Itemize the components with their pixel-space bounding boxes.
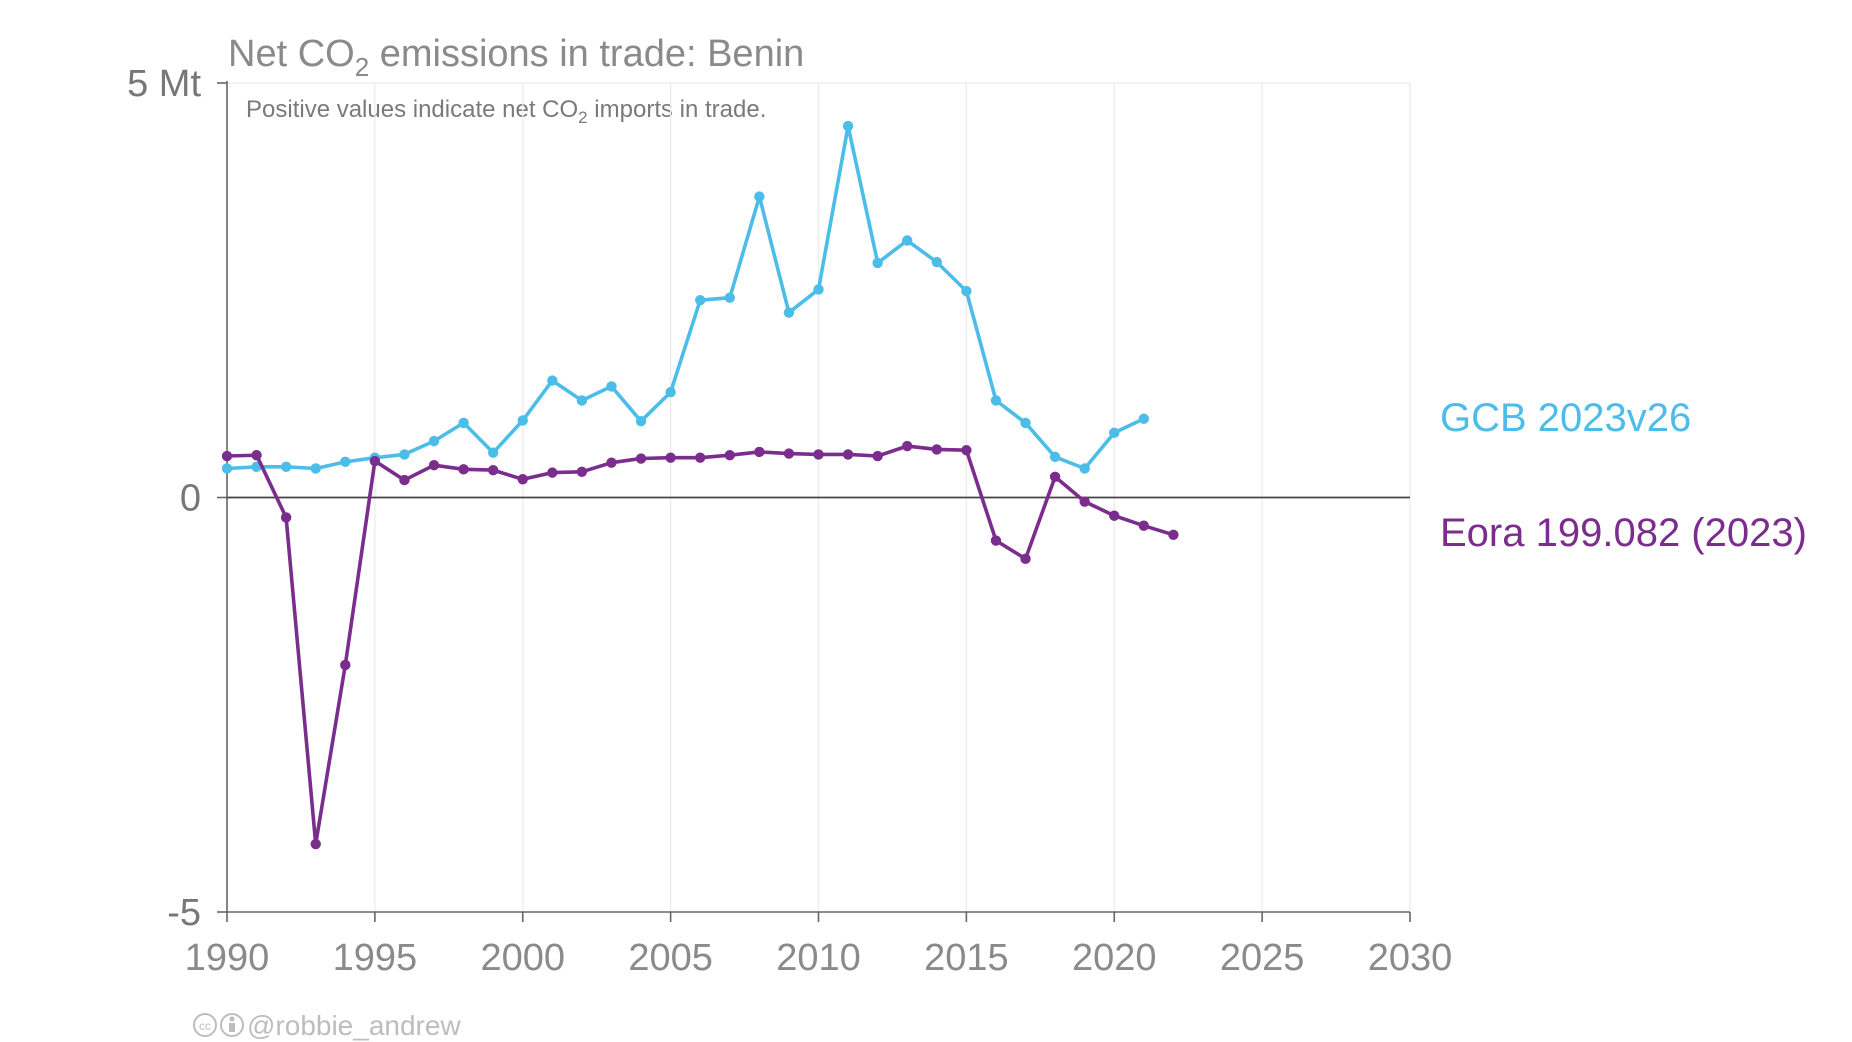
point-1-2004 (635, 453, 647, 464)
point-1-2006 (695, 452, 706, 463)
point-0-1994 (340, 456, 351, 468)
point-0-2012 (872, 257, 883, 269)
point-0-1998 (458, 417, 469, 429)
point-1-2002 (576, 466, 588, 478)
point-1-2008 (754, 446, 765, 458)
point-0-2000 (517, 415, 528, 426)
cc-icon: cc (193, 1013, 217, 1037)
point-1-2012 (872, 450, 883, 462)
x-tick-label-2020: 2020 (1072, 937, 1157, 979)
chart-title-main: Net CO (228, 33, 355, 75)
point-0-1999 (487, 447, 499, 458)
point-0-2016 (990, 395, 1002, 406)
point-0-2011 (842, 120, 854, 132)
point-0-2019 (1079, 463, 1090, 474)
point-1-1990 (221, 450, 233, 462)
series-line-0 (225, 124, 1146, 471)
point-1-2022 (1168, 529, 1179, 541)
point-1-2021 (1138, 520, 1150, 531)
axis-layer (217, 81, 1411, 922)
point-0-2001 (547, 375, 558, 386)
y-tick-label-0: 0 (180, 478, 201, 520)
point-1-2010 (813, 449, 824, 460)
by-icon (220, 1013, 244, 1037)
chart-subtitle-main: Positive values indicate net CO (246, 96, 578, 123)
chart-title-rest: emissions in trade: Benin (369, 33, 804, 75)
point-1-1998 (458, 464, 469, 475)
point-1-1994 (340, 659, 351, 671)
point-0-2002 (576, 395, 588, 406)
x-tick-label-2025: 2025 (1220, 937, 1305, 979)
x-tick-label-1995: 1995 (333, 937, 418, 979)
point-0-1993 (310, 463, 321, 474)
chart-subtitle-rest: imports in trade. (588, 96, 767, 123)
point-0-2020 (1109, 427, 1120, 439)
point-0-2021 (1138, 413, 1150, 424)
point-0-2003 (606, 381, 617, 392)
point-1-2000 (517, 474, 528, 485)
point-1-2020 (1109, 510, 1120, 521)
series-layer (221, 120, 1179, 850)
x-tick-label-2015: 2015 (924, 937, 1009, 979)
point-0-1996 (399, 449, 410, 460)
x-tick-label-2030: 2030 (1368, 937, 1453, 979)
point-1-2019 (1079, 496, 1090, 507)
svg-text:cc: cc (199, 1019, 211, 1033)
point-0-2009 (783, 307, 795, 318)
point-0-2014 (931, 256, 942, 268)
point-0-2018 (1049, 451, 1061, 463)
point-0-2010 (813, 284, 824, 295)
series-1 (221, 440, 1179, 850)
y-tick-label-5: 5 Mt (127, 63, 201, 105)
point-1-2015 (961, 445, 972, 456)
chart-title: Net CO2 emissions in trade: Benin (228, 33, 804, 82)
x-tick-label-2000: 2000 (480, 937, 565, 979)
x-tick-label-1990: 1990 (185, 937, 270, 979)
point-0-2013 (902, 235, 913, 246)
y-tick-label--5: -5 (167, 892, 201, 934)
point-0-1990 (221, 463, 233, 474)
point-1-1996 (399, 474, 410, 486)
x-tick-label-2005: 2005 (628, 937, 713, 979)
label-layer: 1990 1995 2000 2005 2010 2015 2020 2025 2030 5 Mt… (127, 63, 1452, 979)
point-1-1997 (428, 459, 440, 471)
point-1-2014 (931, 444, 942, 455)
point-1-2011 (842, 449, 854, 460)
point-1-1995 (369, 455, 381, 467)
point-1-2013 (902, 440, 913, 452)
point-1-1993 (310, 838, 321, 850)
point-0-2007 (724, 292, 735, 303)
point-1-2016 (990, 535, 1002, 546)
point-0-2006 (695, 294, 706, 306)
point-1-2005 (665, 452, 676, 463)
chart-title-subscript: 2 (355, 52, 369, 82)
legend-eora: Eora 199.082 (2023) (1440, 511, 1807, 555)
point-0-2004 (635, 416, 647, 427)
point-0-2005 (665, 387, 676, 398)
point-1-2003 (606, 457, 617, 468)
point-0-2008 (754, 191, 765, 202)
point-1-2001 (547, 467, 558, 478)
point-0-1992 (280, 461, 292, 473)
point-1-1999 (487, 464, 499, 476)
point-1-1992 (280, 512, 292, 523)
series-line-1 (225, 444, 1176, 846)
x-tick-label-2010: 2010 (776, 937, 861, 979)
point-1-1991 (251, 450, 262, 461)
chart-subtitle-subscript: 2 (578, 108, 587, 127)
credit: cc @robbie_andrew (193, 1010, 461, 1041)
credit-handle: @robbie_andrew (247, 1010, 461, 1041)
chart-subtitle: Positive values indicate net CO2 imports… (246, 96, 766, 127)
point-1-2017 (1020, 553, 1031, 565)
point-1-2007 (724, 450, 735, 461)
point-0-1997 (428, 435, 440, 447)
point-1-2018 (1049, 471, 1061, 482)
legend-gcb: GCB 2023v26 (1440, 396, 1691, 440)
series-0 (221, 120, 1150, 474)
point-0-2017 (1020, 417, 1031, 429)
point-1-2009 (783, 448, 795, 459)
point-0-2015 (961, 285, 972, 297)
